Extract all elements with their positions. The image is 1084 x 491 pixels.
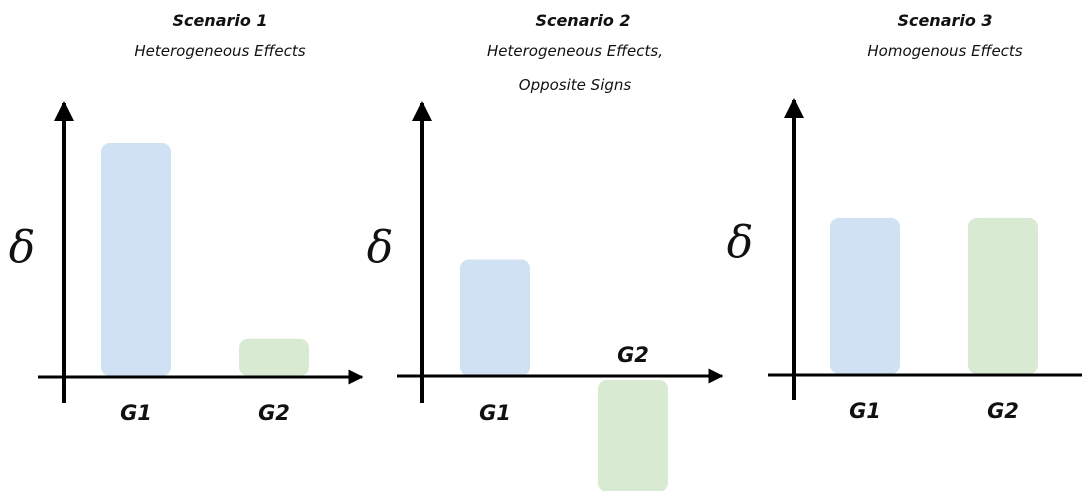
chart-1-title: Scenario 1 [172,11,267,30]
chart-2-y-axis-label: δ [367,222,394,273]
chart-2-title: Scenario 2 [535,11,630,30]
chart-3-bar-g1 [830,217,900,374]
chart-1-category-label-g1: G1 [120,401,152,425]
chart-2-subtitle-line-1: Heterogeneous Effects, [487,42,663,60]
chart-3-bar-g2 [968,217,1038,374]
chart-3-subtitle-line-1: Homogenous Effects [867,42,1022,60]
chart-3-category-label-g2: G2 [987,399,1019,423]
chart-2-category-label-g1: G1 [479,401,511,425]
chart-3-category-label-g1: G1 [849,399,881,423]
chart-2-subtitle-line-2: Opposite Signs [519,76,632,94]
chart-1-category-label-g2: G2 [258,401,290,425]
chart-3-y-axis-label: δ [727,217,754,268]
chart-2-bar-g1 [460,259,530,376]
chart-scenario-2: Scenario 2 Heterogeneous Effects, Opposi… [367,11,724,491]
chart-1-bar-g1 [101,143,171,376]
chart-1-y-axis-label: δ [9,222,36,273]
chart-scenario-1: Scenario 1 Heterogeneous Effects δ G1 G2 [9,11,364,425]
chart-2-category-label-g2: G2 [617,343,649,367]
chart-scenario-3: Scenario 3 Homogenous Effects δ G1 G2 [727,11,1082,423]
chart-1-subtitle-line-1: Heterogeneous Effects [134,42,305,60]
chart-2-bar-g2 [598,380,668,491]
chart-1-bar-g2 [239,338,309,376]
chart-3-title: Scenario 3 [897,11,992,30]
